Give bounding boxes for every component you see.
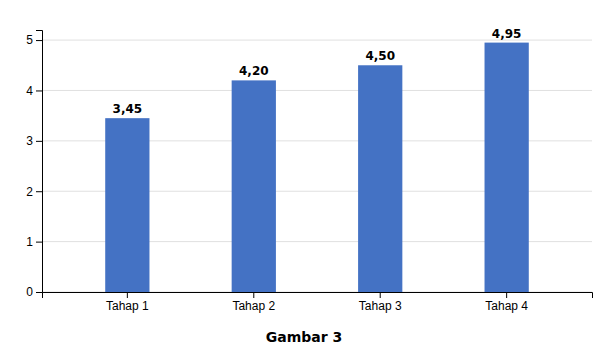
x-tick-mark	[127, 292, 128, 298]
data-label: 4,95	[492, 27, 522, 41]
bar	[485, 43, 529, 292]
x-tick: Tahap 1	[106, 292, 149, 313]
y-tick: 4	[26, 84, 42, 98]
data-labels: 3,45 4,20 4,50 4,95	[113, 27, 522, 117]
y-tick-mark	[36, 40, 42, 41]
y-tick-mark	[36, 141, 42, 142]
x-tick-mark	[253, 292, 254, 298]
data-label: 4,50	[365, 49, 395, 63]
x-tick-mark	[380, 292, 381, 298]
x-tick: Tahap 3	[359, 292, 402, 313]
y-tick: 3	[26, 134, 42, 148]
y-tick-label: 0	[26, 285, 33, 299]
x-tick: Tahap 4	[485, 292, 528, 313]
y-tick-mark	[36, 242, 42, 243]
x-axis: Tahap 1 Tahap 2 Tahap 3 Tahap 4	[43, 292, 593, 313]
bar	[232, 80, 276, 292]
x-tick-label: Tahap 1	[106, 299, 149, 313]
chart-svg: 3,454,204,504,95Tahap 1Tahap 2Tahap 3Tah…	[0, 0, 608, 354]
y-tick-mark	[36, 90, 42, 91]
y-tick-mark	[36, 191, 42, 192]
x-tick-label: Tahap 3	[359, 299, 402, 313]
y-tick: 1	[26, 235, 42, 249]
data-label: 4,20	[239, 64, 269, 78]
x-tick: Tahap 2	[232, 292, 275, 313]
y-tick-mark	[36, 292, 42, 293]
y-axis: 0 1 2 3 4 5	[26, 31, 42, 300]
y-tick: 0	[26, 285, 42, 299]
plot-area: 3,454,204,504,95Tahap 1Tahap 2Tahap 3Tah…	[26, 27, 592, 313]
bar	[358, 65, 402, 292]
grid	[42, 40, 592, 292]
y-tick-label: 4	[26, 84, 33, 98]
bars	[105, 43, 529, 292]
y-tick-label: 2	[26, 185, 33, 199]
y-tick: 2	[26, 185, 42, 199]
x-tick-mark	[506, 292, 507, 298]
x-tick-label: Tahap 2	[232, 299, 275, 313]
y-axis-line	[36, 31, 43, 293]
data-label: 3,45	[113, 102, 143, 116]
x-axis-line	[43, 293, 593, 299]
y-tick-label: 5	[26, 33, 33, 47]
bar	[105, 118, 149, 292]
y-tick: 5	[26, 33, 42, 47]
chart-container: 3,454,204,504,95Tahap 1Tahap 2Tahap 3Tah…	[0, 0, 608, 354]
y-tick-label: 3	[26, 134, 33, 148]
y-tick-label: 1	[26, 235, 33, 249]
title: Gambar 3	[266, 329, 343, 345]
x-tick-label: Tahap 4	[485, 299, 528, 313]
